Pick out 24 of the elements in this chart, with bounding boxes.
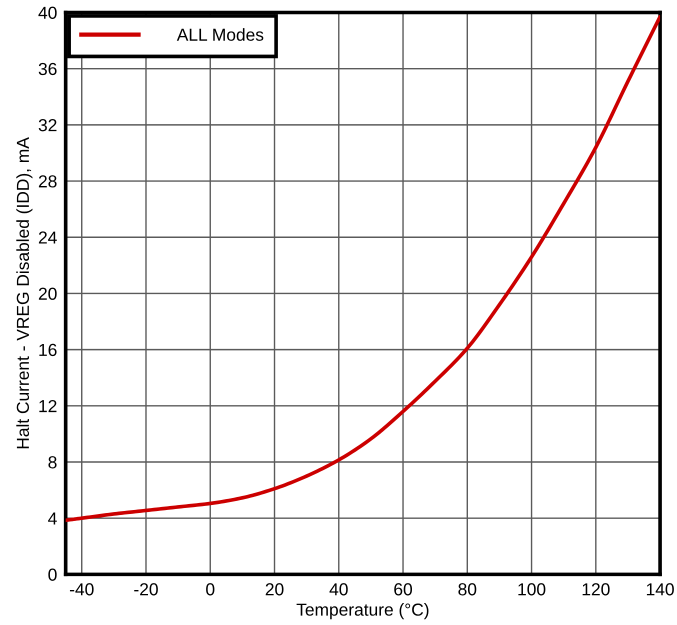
y-tick-label: 32 xyxy=(38,119,56,132)
x-tick-label: 40 xyxy=(330,583,348,596)
y-tick-label: 8 xyxy=(48,456,57,468)
y-tick-label: 28 xyxy=(38,175,57,188)
legend-label: ALL Modes xyxy=(176,28,264,41)
y-tick-label: 0 xyxy=(48,568,57,581)
x-tick-label: 100 xyxy=(518,583,546,596)
x-tick-label: 140 xyxy=(646,583,674,596)
y-tick-label: 40 xyxy=(38,6,57,19)
y-tick-label: 4 xyxy=(48,512,57,524)
x-tick-label: -20 xyxy=(134,583,158,596)
y-tick-label: 12 xyxy=(39,400,56,412)
x-tick-label: 0 xyxy=(206,583,214,596)
x-axis-title: Temperature (°C) xyxy=(296,603,428,620)
y-tick-label: 16 xyxy=(39,344,57,356)
y-tick-label: 24 xyxy=(38,231,57,244)
x-tick-label: -40 xyxy=(70,583,94,596)
x-tick-label: 120 xyxy=(582,583,610,596)
x-tick-label: 80 xyxy=(458,583,476,596)
x-tick-label: 60 xyxy=(394,583,412,596)
y-tick-label: 36 xyxy=(38,62,57,76)
y-axis-title: Halt Current - VREG Disabled (IDD), mA xyxy=(16,137,32,448)
y-tick-label: 20 xyxy=(38,288,57,300)
x-tick-label: 20 xyxy=(266,583,284,596)
